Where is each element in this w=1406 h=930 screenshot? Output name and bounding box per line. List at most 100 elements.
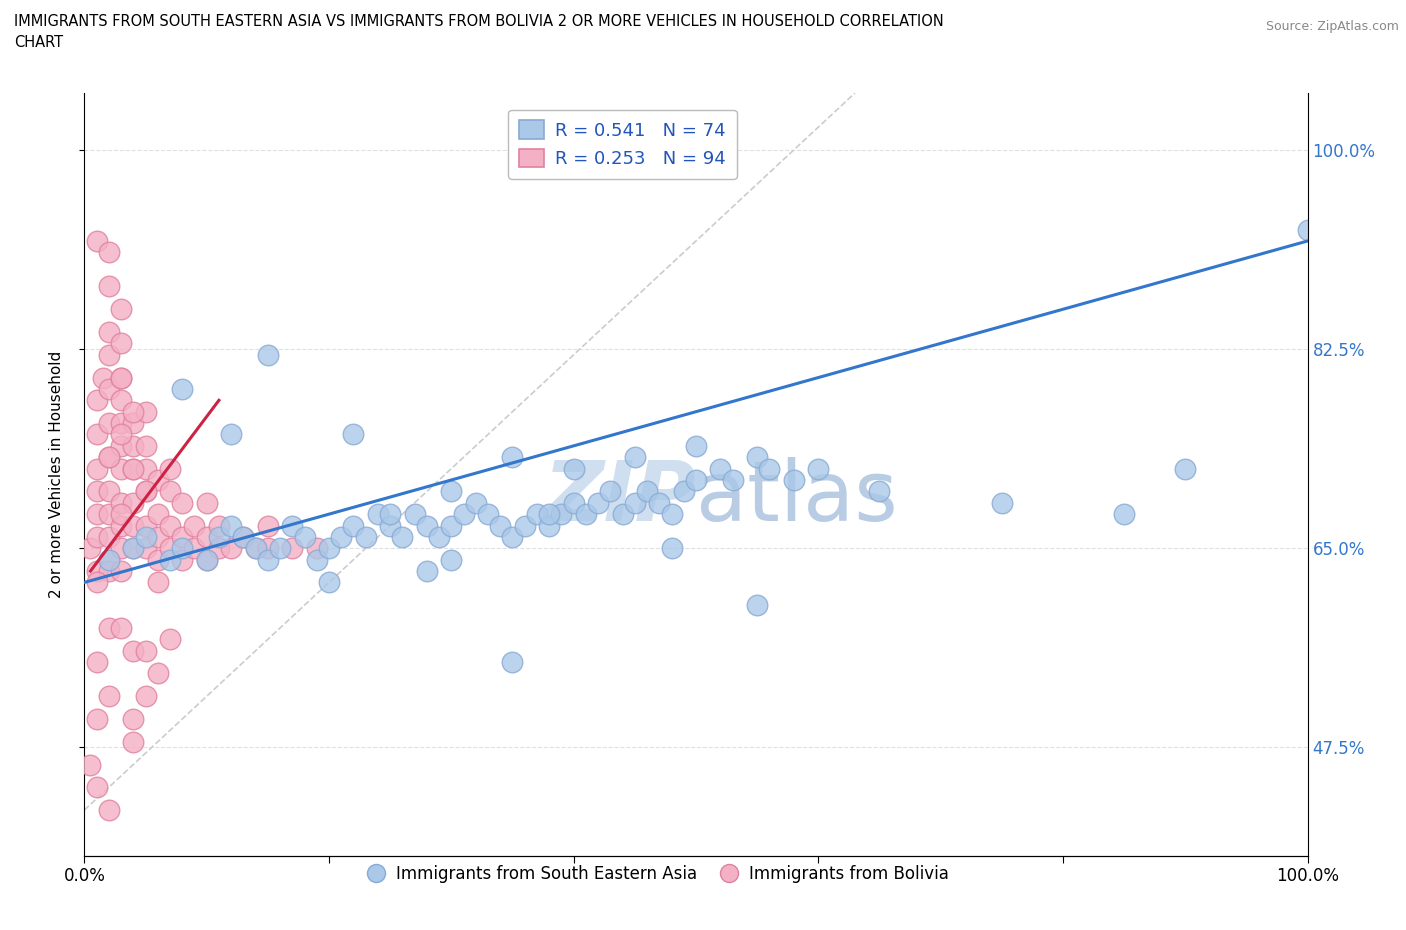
Text: Source: ZipAtlas.com: Source: ZipAtlas.com: [1265, 20, 1399, 33]
Point: [453, 507, 475, 522]
Point: [440, 518, 463, 533]
Point: [135, 689, 157, 704]
Point: [97, 803, 120, 817]
Point: [269, 541, 291, 556]
Point: [97, 552, 120, 567]
Point: [195, 529, 218, 544]
Point: [538, 518, 561, 533]
Point: [1114, 507, 1136, 522]
Point: [183, 541, 205, 556]
Point: [97, 484, 120, 498]
Point: [807, 461, 830, 476]
Point: [172, 552, 194, 567]
Point: [599, 484, 621, 498]
Point: [1296, 222, 1319, 237]
Point: [183, 518, 205, 533]
Point: [464, 496, 486, 511]
Point: [172, 529, 194, 544]
Point: [342, 427, 364, 442]
Point: [110, 518, 132, 533]
Point: [97, 507, 120, 522]
Point: [380, 507, 402, 522]
Point: [122, 416, 145, 431]
Legend: Immigrants from South Eastern Asia, Immigrants from Bolivia: Immigrants from South Eastern Asia, Immi…: [363, 857, 956, 889]
Point: [648, 496, 671, 511]
Point: [575, 507, 598, 522]
Point: [172, 496, 194, 511]
Point: [195, 552, 218, 567]
Point: [661, 507, 683, 522]
Point: [135, 541, 157, 556]
Point: [110, 302, 132, 317]
Point: [159, 484, 181, 498]
Point: [257, 518, 280, 533]
Point: [416, 564, 439, 578]
Point: [122, 711, 145, 726]
Point: [97, 552, 120, 567]
Point: [526, 507, 548, 522]
Point: [97, 450, 120, 465]
Point: [477, 507, 499, 522]
Point: [783, 472, 806, 487]
Point: [636, 484, 658, 498]
Point: [257, 552, 280, 567]
Point: [146, 552, 169, 567]
Point: [86, 711, 108, 726]
Point: [245, 541, 267, 556]
Point: [110, 620, 132, 635]
Point: [110, 461, 132, 476]
Point: [391, 529, 413, 544]
Point: [146, 529, 169, 544]
Point: [86, 507, 108, 522]
Point: [562, 461, 585, 476]
Point: [146, 472, 169, 487]
Point: [281, 541, 304, 556]
Point: [97, 381, 120, 396]
Point: [97, 325, 120, 339]
Point: [110, 370, 132, 385]
Point: [305, 541, 328, 556]
Text: atlas: atlas: [696, 457, 897, 538]
Point: [685, 438, 707, 453]
Point: [219, 518, 242, 533]
Point: [86, 564, 108, 578]
Text: IMMIGRANTS FROM SOUTH EASTERN ASIA VS IMMIGRANTS FROM BOLIVIA 2 OR MORE VEHICLES: IMMIGRANTS FROM SOUTH EASTERN ASIA VS IM…: [14, 14, 943, 29]
Text: CHART: CHART: [14, 35, 63, 50]
Point: [86, 655, 108, 670]
Point: [219, 541, 242, 556]
Point: [502, 529, 524, 544]
Point: [208, 541, 231, 556]
Point: [122, 461, 145, 476]
Point: [122, 518, 145, 533]
Point: [404, 507, 426, 522]
Point: [624, 450, 647, 465]
Point: [110, 336, 132, 351]
Point: [97, 245, 120, 259]
Point: [195, 552, 218, 567]
Point: [318, 575, 340, 590]
Point: [97, 529, 120, 544]
Point: [562, 496, 585, 511]
Point: [159, 518, 181, 533]
Point: [232, 529, 254, 544]
Point: [709, 461, 731, 476]
Y-axis label: 2 or more Vehicles in Household: 2 or more Vehicles in Household: [49, 351, 63, 598]
Point: [135, 461, 157, 476]
Point: [195, 496, 218, 511]
Point: [281, 518, 304, 533]
Point: [489, 518, 512, 533]
Point: [586, 496, 609, 511]
Point: [135, 518, 157, 533]
Point: [502, 450, 524, 465]
Point: [208, 518, 231, 533]
Point: [86, 392, 108, 407]
Point: [219, 427, 242, 442]
Point: [318, 541, 340, 556]
Point: [135, 644, 157, 658]
Point: [257, 347, 280, 362]
Point: [86, 427, 108, 442]
Point: [159, 461, 181, 476]
Point: [135, 405, 157, 419]
Point: [159, 631, 181, 646]
Text: ZIP: ZIP: [543, 457, 696, 538]
